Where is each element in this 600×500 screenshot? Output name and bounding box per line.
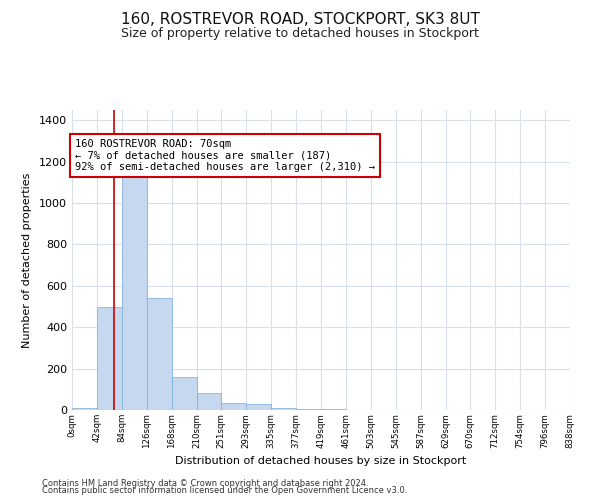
Bar bbox=[246, 404, 271, 410]
Bar bbox=[221, 403, 246, 410]
Y-axis label: Number of detached properties: Number of detached properties bbox=[22, 172, 32, 348]
Text: 160, ROSTREVOR ROAD, STOCKPORT, SK3 8UT: 160, ROSTREVOR ROAD, STOCKPORT, SK3 8UT bbox=[121, 12, 479, 28]
Bar bbox=[172, 377, 197, 410]
Bar bbox=[97, 306, 122, 410]
Text: 160 ROSTREVOR ROAD: 70sqm
← 7% of detached houses are smaller (187)
92% of semi-: 160 ROSTREVOR ROAD: 70sqm ← 7% of detach… bbox=[75, 139, 375, 172]
Bar bbox=[197, 394, 221, 410]
Text: Size of property relative to detached houses in Stockport: Size of property relative to detached ho… bbox=[121, 28, 479, 40]
Bar bbox=[296, 409, 321, 410]
Text: Contains HM Land Registry data © Crown copyright and database right 2024.: Contains HM Land Registry data © Crown c… bbox=[42, 478, 368, 488]
Bar bbox=[321, 409, 346, 410]
X-axis label: Distribution of detached houses by size in Stockport: Distribution of detached houses by size … bbox=[175, 456, 467, 466]
Bar bbox=[122, 172, 147, 410]
Text: Contains public sector information licensed under the Open Government Licence v3: Contains public sector information licen… bbox=[42, 486, 407, 495]
Bar bbox=[271, 408, 296, 410]
Bar bbox=[147, 298, 172, 410]
Bar bbox=[72, 408, 97, 410]
